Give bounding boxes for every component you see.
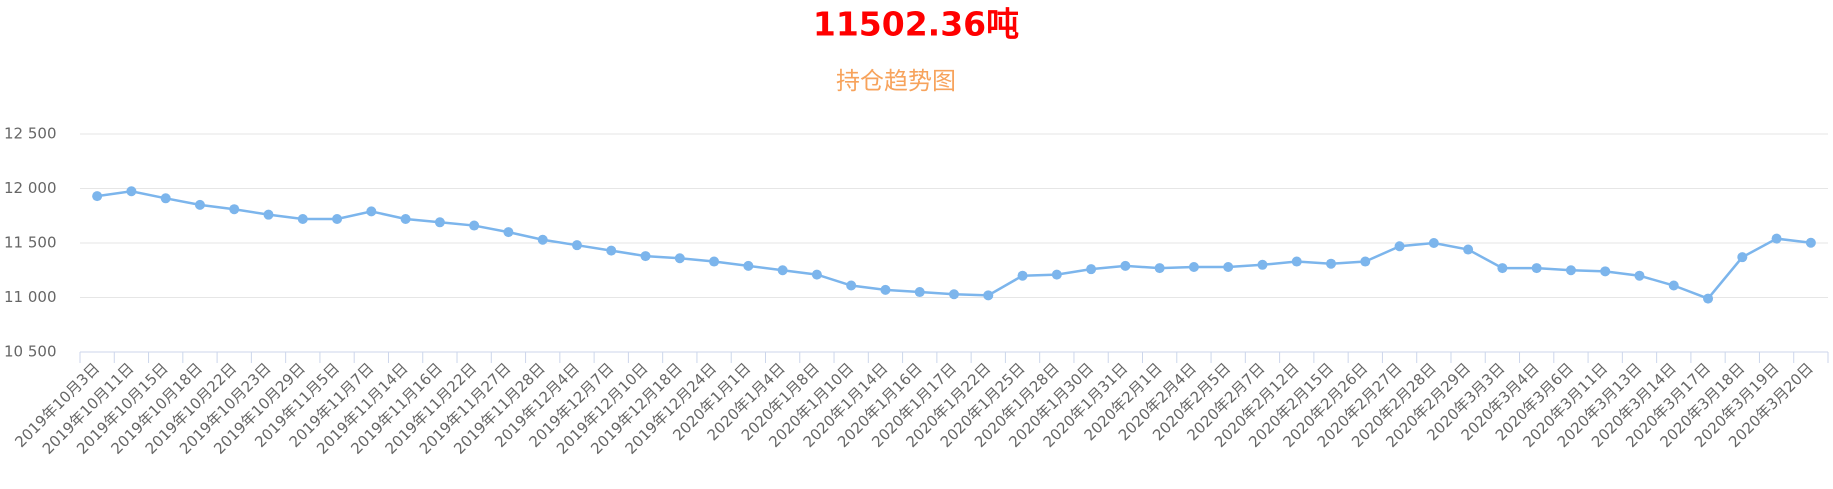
y-tick-label: 10 500 bbox=[4, 343, 57, 361]
point bbox=[674, 253, 685, 264]
point bbox=[1017, 270, 1028, 281]
point bbox=[332, 214, 343, 225]
point bbox=[777, 265, 788, 276]
point bbox=[1531, 263, 1542, 274]
point bbox=[1120, 260, 1131, 271]
point bbox=[92, 191, 103, 202]
y-tick-label: 12 500 bbox=[4, 125, 57, 143]
point bbox=[263, 209, 274, 220]
point bbox=[1086, 264, 1097, 275]
point bbox=[811, 269, 822, 280]
point bbox=[366, 206, 377, 217]
point bbox=[297, 214, 308, 225]
chart-subtitle: 持仓趋势图 bbox=[836, 67, 956, 95]
point bbox=[126, 186, 137, 197]
point bbox=[606, 245, 617, 256]
point bbox=[503, 227, 514, 238]
point bbox=[1188, 261, 1199, 272]
point bbox=[1600, 266, 1611, 277]
point bbox=[537, 234, 548, 245]
y-tick-label: 12 000 bbox=[4, 179, 57, 197]
point bbox=[1394, 241, 1405, 252]
point bbox=[1565, 265, 1576, 276]
point bbox=[1634, 270, 1645, 281]
point bbox=[880, 284, 891, 295]
point bbox=[1703, 293, 1714, 304]
point bbox=[983, 290, 994, 301]
point bbox=[1805, 237, 1816, 248]
point bbox=[1326, 258, 1337, 269]
point bbox=[571, 240, 582, 251]
point bbox=[194, 199, 205, 210]
point bbox=[1291, 256, 1302, 267]
point bbox=[1257, 259, 1268, 270]
point bbox=[434, 217, 445, 228]
point bbox=[914, 287, 925, 298]
point bbox=[1497, 263, 1508, 274]
point bbox=[1223, 261, 1234, 272]
point bbox=[743, 260, 754, 271]
point bbox=[469, 220, 480, 231]
point bbox=[229, 204, 240, 215]
chart-title: 11502.36吨 bbox=[813, 5, 1019, 44]
point bbox=[709, 256, 720, 267]
point bbox=[1463, 244, 1474, 255]
point bbox=[1154, 263, 1165, 274]
point bbox=[949, 289, 959, 300]
point bbox=[1428, 238, 1439, 248]
point bbox=[1051, 269, 1062, 280]
point bbox=[846, 280, 857, 291]
point bbox=[640, 251, 651, 262]
point bbox=[1771, 233, 1782, 244]
line bbox=[96, 189, 1812, 301]
point bbox=[400, 214, 411, 225]
point bbox=[1360, 256, 1371, 267]
y-tick-label: 11 000 bbox=[4, 288, 57, 306]
point bbox=[1737, 252, 1748, 263]
point bbox=[1668, 280, 1679, 291]
y-tick-label: 11 500 bbox=[4, 234, 57, 252]
point bbox=[160, 193, 171, 204]
